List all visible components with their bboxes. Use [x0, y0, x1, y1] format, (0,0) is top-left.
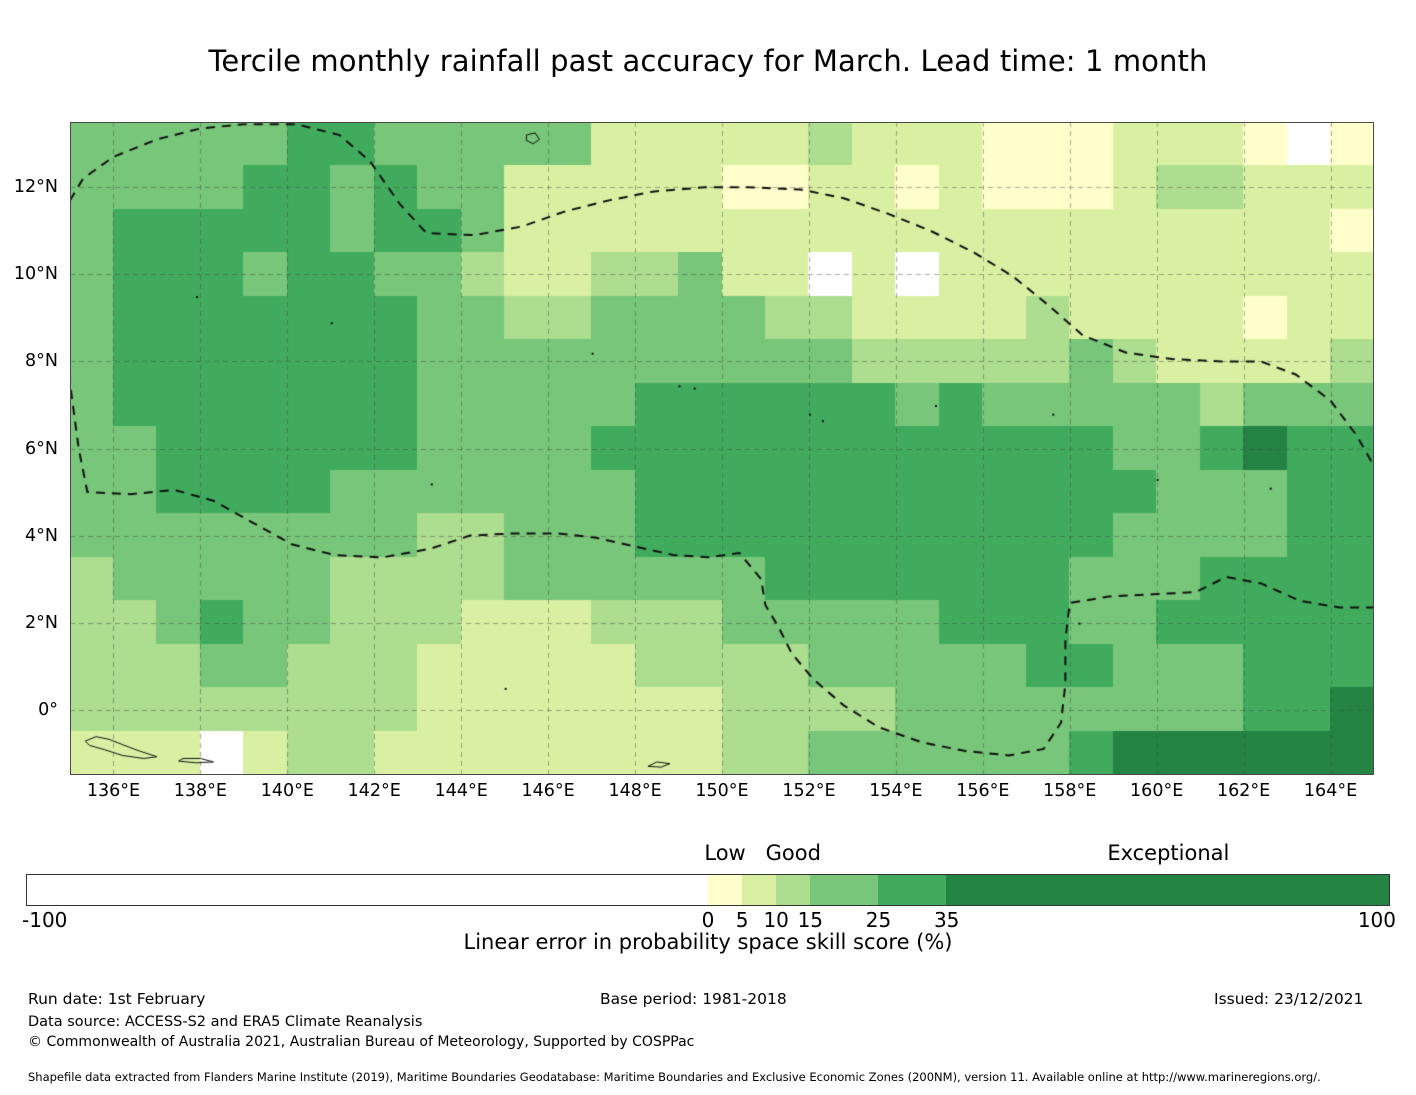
colorbar-tick-label: 100 — [1357, 908, 1396, 932]
colorbar-category-label: Exceptional — [1107, 841, 1230, 865]
colorbar-segment — [776, 875, 811, 905]
colorbar-segment — [742, 875, 777, 905]
colorbar-tick-label: 35 — [933, 908, 960, 932]
x-axis-tick-label: 162°E — [1216, 781, 1271, 801]
colorbar-tick-label: 0 — [701, 908, 715, 932]
rainfall-accuracy-heatmap — [70, 122, 1374, 775]
colorbar-segment — [946, 875, 1389, 905]
footer-shapefile-credit: Shapefile data extracted from Flanders M… — [28, 1070, 1321, 1084]
x-axis-tick-label: 164°E — [1303, 781, 1358, 801]
x-axis-tick-label: 142°E — [347, 781, 401, 801]
colorbar-segment — [810, 875, 879, 905]
footer-run-date: Run date: 1st February — [28, 990, 206, 1008]
colorbar-tick-label: 15 — [797, 908, 824, 932]
x-axis-tick-label: 138°E — [173, 781, 227, 801]
y-axis-tick-label: 10°N — [13, 264, 58, 285]
y-axis-tick-label: 0° — [38, 699, 58, 720]
y-axis-tick-label: 6°N — [25, 438, 58, 459]
colorbar-category-label: Low — [704, 841, 746, 865]
x-axis-tick-label: 144°E — [434, 781, 488, 801]
x-axis-tick-label: 148°E — [608, 781, 662, 801]
x-axis-tick-label: 154°E — [869, 781, 923, 801]
x-axis-tick-label: 158°E — [1043, 781, 1097, 801]
colorbar-tick-label: 5 — [735, 908, 749, 932]
colorbar-tick-label: -100 — [22, 908, 68, 932]
colorbar-segment — [708, 875, 743, 905]
x-axis-tick-label: 160°E — [1130, 781, 1184, 801]
x-axis-tick-label: 136°E — [86, 781, 141, 801]
footer-base-period: Base period: 1981-2018 — [600, 990, 787, 1008]
footer-data-source: Data source: ACCESS-S2 and ERA5 Climate … — [28, 1014, 423, 1030]
y-axis-tick-label: 12°N — [13, 177, 58, 198]
colorbar-gradient — [26, 874, 1390, 906]
x-axis-tick-label: 140°E — [260, 781, 314, 801]
colorbar-category-label: Good — [765, 841, 821, 865]
x-axis-tick-label: 146°E — [521, 781, 575, 801]
x-axis-tick-label: 156°E — [956, 781, 1010, 801]
x-axis-tick-label: 152°E — [782, 781, 836, 801]
map-plot-area — [70, 122, 1374, 775]
y-axis-tick-label: 8°N — [25, 351, 58, 372]
colorbar-segment — [878, 875, 947, 905]
colorbar-tick-label: 25 — [865, 908, 892, 932]
colorbar-tick-label: 10 — [763, 908, 789, 932]
page-title: Tercile monthly rainfall past accuracy f… — [208, 44, 1208, 78]
y-axis-tick-label: 4°N — [25, 525, 58, 546]
colorbar — [26, 874, 1390, 906]
x-axis-tick-label: 150°E — [695, 781, 749, 801]
footer-copyright: © Commonwealth of Australia 2021, Austra… — [28, 1034, 695, 1050]
colorbar-segment — [27, 875, 708, 905]
footer-issued-date: Issued: 23/12/2021 — [1214, 990, 1364, 1008]
colorbar-axis-label: Linear error in probability space skill … — [463, 930, 953, 954]
y-axis-tick-label: 2°N — [25, 612, 58, 633]
